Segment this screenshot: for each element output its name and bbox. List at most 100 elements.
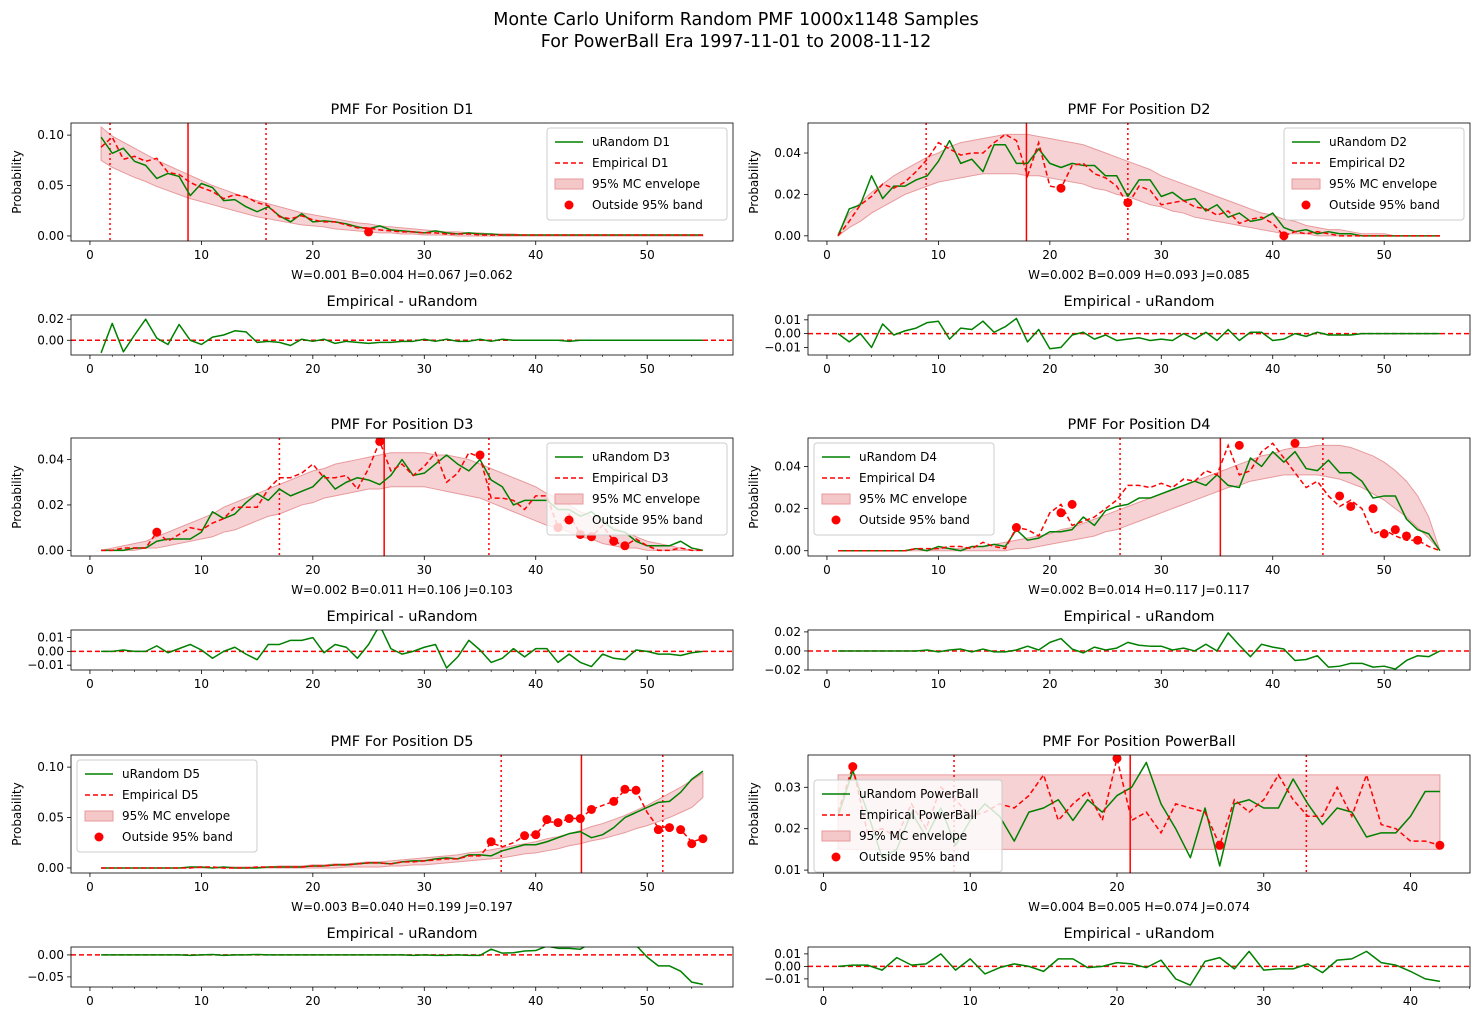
outside-band-point <box>1379 529 1389 539</box>
empirical-series-line <box>837 133 1440 237</box>
legend-box <box>1283 127 1465 221</box>
ylabel: Probability <box>10 465 24 528</box>
plot-area <box>100 123 704 241</box>
diff-ytick-label: 0.02 <box>774 625 801 639</box>
stats-label: W=0.004 B=0.005 H=0.074 J=0.074 <box>1028 900 1250 914</box>
diff-xtick-label: 30 <box>417 362 432 376</box>
ylabel: Probability <box>747 782 761 845</box>
legend-envelope-label: 95% MC envelope <box>859 829 967 843</box>
ytick-label: 0.00 <box>774 229 801 243</box>
diff-xtick-label: 20 <box>1042 677 1057 691</box>
diff-xtick-label: 40 <box>1265 677 1280 691</box>
diff-xtick-label: 40 <box>1265 362 1280 376</box>
xtick-label: 10 <box>194 563 209 577</box>
legend-empirical-label: Empirical D3 <box>592 471 668 485</box>
outside-band-point <box>542 815 552 825</box>
diff-xtick-label: 30 <box>1154 677 1169 691</box>
xtick-label: 40 <box>1265 563 1280 577</box>
figure-title-line2: For PowerBall Era 1997-11-01 to 2008-11-… <box>541 32 931 52</box>
legend-outside-label: Outside 95% band <box>122 830 233 844</box>
legend-outside-swatch <box>831 515 841 525</box>
urandom-series-line <box>837 139 1440 237</box>
xtick-label: 30 <box>1154 248 1169 262</box>
outside-band-point <box>553 818 563 828</box>
empirical-series-line <box>100 135 703 236</box>
legend-urandom-label: uRandom D4 <box>859 450 937 464</box>
xtick-label: 20 <box>305 563 320 577</box>
diff-plot-area <box>808 950 1470 986</box>
xtick-label: 10 <box>194 880 209 894</box>
diff-xtick-label: 10 <box>931 362 946 376</box>
outside-band-point <box>1112 755 1122 763</box>
diff-xtick-label: 30 <box>417 677 432 691</box>
diff-title: Empirical - uRandom <box>326 609 477 625</box>
legend-empirical-label: Empirical D1 <box>592 156 668 170</box>
outside-band-point <box>531 830 541 840</box>
diff-ytick-label: −0.05 <box>27 970 64 984</box>
outside-band-point <box>676 825 686 835</box>
diff-plot-area <box>808 317 1470 350</box>
subplot-title: PMF For Position D2 <box>1068 102 1211 118</box>
diff-subplot-D4: Empirical - uRandom 0 10 20 30 40 50 −0.02 0.00 0… <box>764 609 1471 691</box>
xtick-label: 10 <box>194 248 209 262</box>
legend-empirical-label: Empirical D4 <box>859 471 935 485</box>
legend-box <box>813 442 995 536</box>
ytick-label: 0.04 <box>37 453 64 467</box>
ylabel: Probability <box>747 465 761 528</box>
xtick-label: 0 <box>86 880 94 894</box>
xtick-label: 50 <box>1377 248 1392 262</box>
xtick-label: 40 <box>528 563 543 577</box>
ytick-label: 0.04 <box>774 459 801 473</box>
legend-outside-swatch <box>831 852 841 862</box>
diff-subplot-D2: Empirical - uRandom 0 10 20 30 40 50 −0.010.000… <box>764 294 1471 376</box>
diff-ytick-label: 0.01 <box>37 631 64 645</box>
outside-band-point <box>375 438 385 446</box>
ytick-label: 0.04 <box>774 146 801 160</box>
diff-ytick-label: 0.00 <box>774 644 801 658</box>
xtick-label: 50 <box>640 248 655 262</box>
diff-xtick-label: 0 <box>823 362 831 376</box>
legend-box <box>546 127 728 221</box>
diff-xtick-label: 0 <box>86 362 94 376</box>
diff-xtick-label: 50 <box>1377 677 1392 691</box>
diff-xtick-label: 40 <box>528 677 543 691</box>
legend-outside-label: Outside 95% band <box>859 850 970 864</box>
xtick-label: 40 <box>1403 880 1418 894</box>
legend: uRandom D4 Empirical D4 95% MC envelope Out… <box>813 442 995 536</box>
outside-band-point <box>653 825 663 835</box>
outside-band-point <box>1011 523 1021 533</box>
xtick-label: 40 <box>1265 248 1280 262</box>
xtick-label: 50 <box>640 880 655 894</box>
diff-xtick-label: 40 <box>1403 994 1418 1008</box>
difference-series-line <box>837 317 1440 350</box>
outside-band-point <box>848 762 858 772</box>
diff-xtick-label: 20 <box>305 994 320 1008</box>
empirical-series-line <box>101 789 704 869</box>
legend-envelope-swatch <box>821 830 851 842</box>
ylabel: Probability <box>10 150 24 213</box>
diff-xtick-label: 20 <box>1042 362 1057 376</box>
diff-axes-frame <box>807 314 1471 356</box>
diff-plot-area <box>71 947 733 986</box>
ytick-label: 0.03 <box>774 780 801 794</box>
diff-xtick-label: 20 <box>305 362 320 376</box>
subplot-D1: PMF For Position D1 Probability W=0.001 B=… <box>10 102 734 376</box>
outside-band-point <box>1056 183 1066 193</box>
outside-band-point <box>1401 531 1411 541</box>
outside-band-point <box>687 839 697 849</box>
legend: uRandom D5 Empirical D5 95% MC envelope Out… <box>76 759 258 853</box>
legend-urandom-label: uRandom D2 <box>1329 135 1407 149</box>
diff-ytick-label: 0.00 <box>774 959 801 973</box>
ytick-label: 0.01 <box>774 863 801 877</box>
xtick-label: 30 <box>417 248 432 262</box>
outside-band-point <box>1335 491 1345 501</box>
legend-outside-label: Outside 95% band <box>859 513 970 527</box>
legend-envelope-swatch <box>84 810 114 822</box>
xtick-label: 0 <box>86 563 94 577</box>
axes-frame <box>70 437 734 557</box>
diff-subplot-PowerBall: Empirical - uRandom 0 10 20 30 40 −0.010.000.0… <box>764 926 1471 1008</box>
diff-xtick-label: 40 <box>528 362 543 376</box>
outside-band-point <box>631 785 641 795</box>
legend-box <box>546 442 728 536</box>
subplot-D2: PMF For Position D2 Probability W=0.002 B=… <box>747 102 1471 376</box>
